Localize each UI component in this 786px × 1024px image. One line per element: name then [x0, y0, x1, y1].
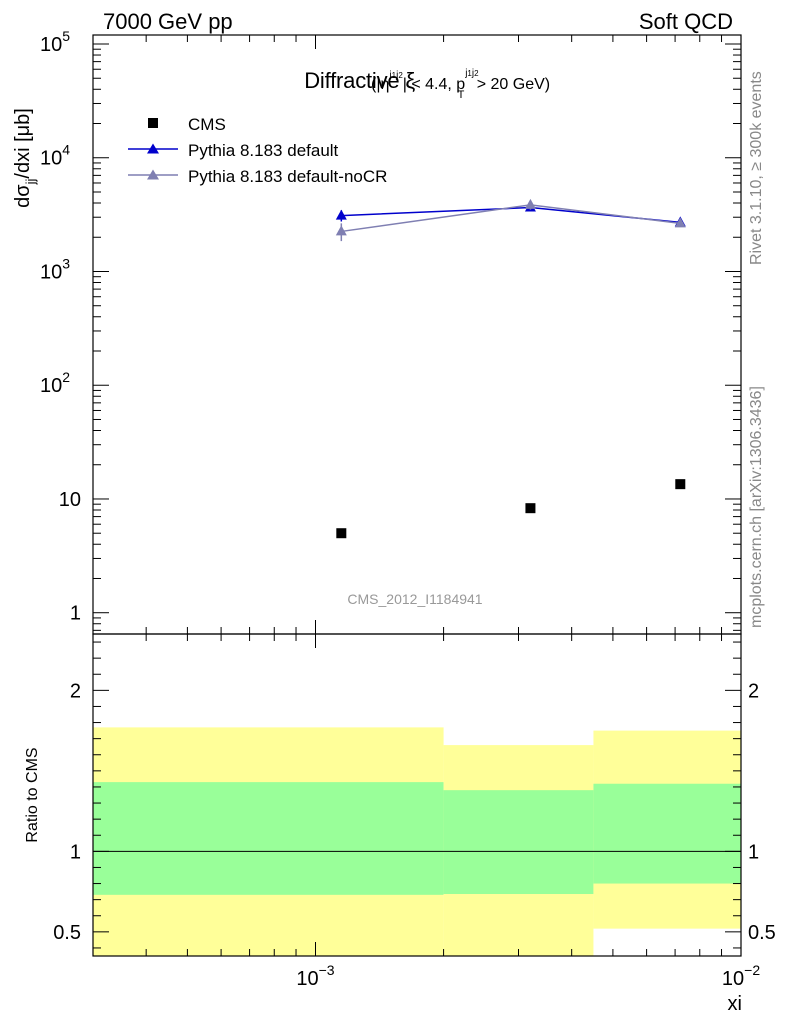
- header-energy: 7000 GeV pp: [103, 9, 233, 34]
- y-tick-label-1: 10: [59, 489, 81, 511]
- legend-label-default: Pythia 8.183 default: [188, 141, 339, 160]
- main-title: Diffractive ξ: [304, 68, 415, 93]
- ratio-y-tick-label-0: 0.5: [53, 922, 81, 944]
- series-line-1: [341, 206, 681, 224]
- series-1-point-0: [335, 209, 347, 220]
- ratio-inner-band-2: [593, 783, 741, 884]
- x-tick-label-0: 10−3: [296, 962, 334, 990]
- legend-marker-cms: [148, 118, 158, 128]
- cms-point-2: [675, 479, 686, 490]
- ratio-chart: 10−3 10−2 0.5 0.5 1 1 2 2 Ratio to CMS xi: [24, 633, 776, 1015]
- ratio-frame: [92, 633, 742, 957]
- ratio-y-axis-label: Ratio to CMS: [24, 747, 41, 842]
- main-chart: 1 10 102 103 104 105 CMS_2012_I1184941 Diffra…: [12, 28, 742, 635]
- ratio-inner-band-0: [93, 782, 444, 895]
- main-axes: 1 10 102 103 104 105: [40, 28, 742, 635]
- side-rivet-label: Rivet 3.1.10, ≥ 300k events: [748, 71, 765, 265]
- y-tick-label-0: 1: [70, 603, 81, 625]
- main-y-axis-label: dσjj/dxi [μb]: [12, 108, 38, 208]
- main-watermark: CMS_2012_I1184941: [347, 591, 482, 607]
- legend-marker-default: [147, 143, 159, 154]
- ratio-bands: [93, 727, 741, 956]
- ratio-axes: 10−3 10−2 0.5 0.5 1 1 2 2: [53, 633, 776, 990]
- main-data-marks: [335, 198, 686, 539]
- y-tick-label-3: 103: [40, 255, 70, 283]
- side-mcplots-label: mcplots.cern.ch [arXiv:1306.3436]: [748, 386, 765, 628]
- ratio-y-tick-label-right-0: 0.5: [748, 922, 776, 944]
- ratio-inner-band-1: [443, 790, 594, 895]
- ratio-y-tick-label-right-1: 1: [748, 841, 759, 863]
- x-tick-label-1: 10−2: [722, 962, 760, 990]
- legend: CMS Pythia 8.183 default Pythia 8.183 de…: [128, 115, 387, 186]
- legend-marker-nocr: [147, 169, 159, 180]
- cms-point-1: [525, 503, 536, 514]
- y-tick-label-4: 104: [40, 142, 70, 170]
- legend-label-nocr: Pythia 8.183 default-noCR: [188, 167, 387, 186]
- series-2-point-2: [674, 217, 686, 228]
- legend-label-cms: CMS: [188, 115, 226, 134]
- cms-point-0: [336, 528, 347, 539]
- ratio-y-tick-label-1: 1: [70, 841, 81, 863]
- y-tick-label-2: 102: [40, 369, 70, 397]
- x-axis-label: xi: [728, 993, 742, 1015]
- series-2-point-1: [524, 198, 536, 209]
- series-2-point-0: [335, 225, 347, 236]
- ratio-y-tick-label-right-2: 2: [748, 680, 759, 702]
- y-tick-label-5: 105: [40, 28, 70, 56]
- ratio-y-tick-label-2: 2: [70, 680, 81, 702]
- header-category: Soft QCD: [639, 9, 733, 34]
